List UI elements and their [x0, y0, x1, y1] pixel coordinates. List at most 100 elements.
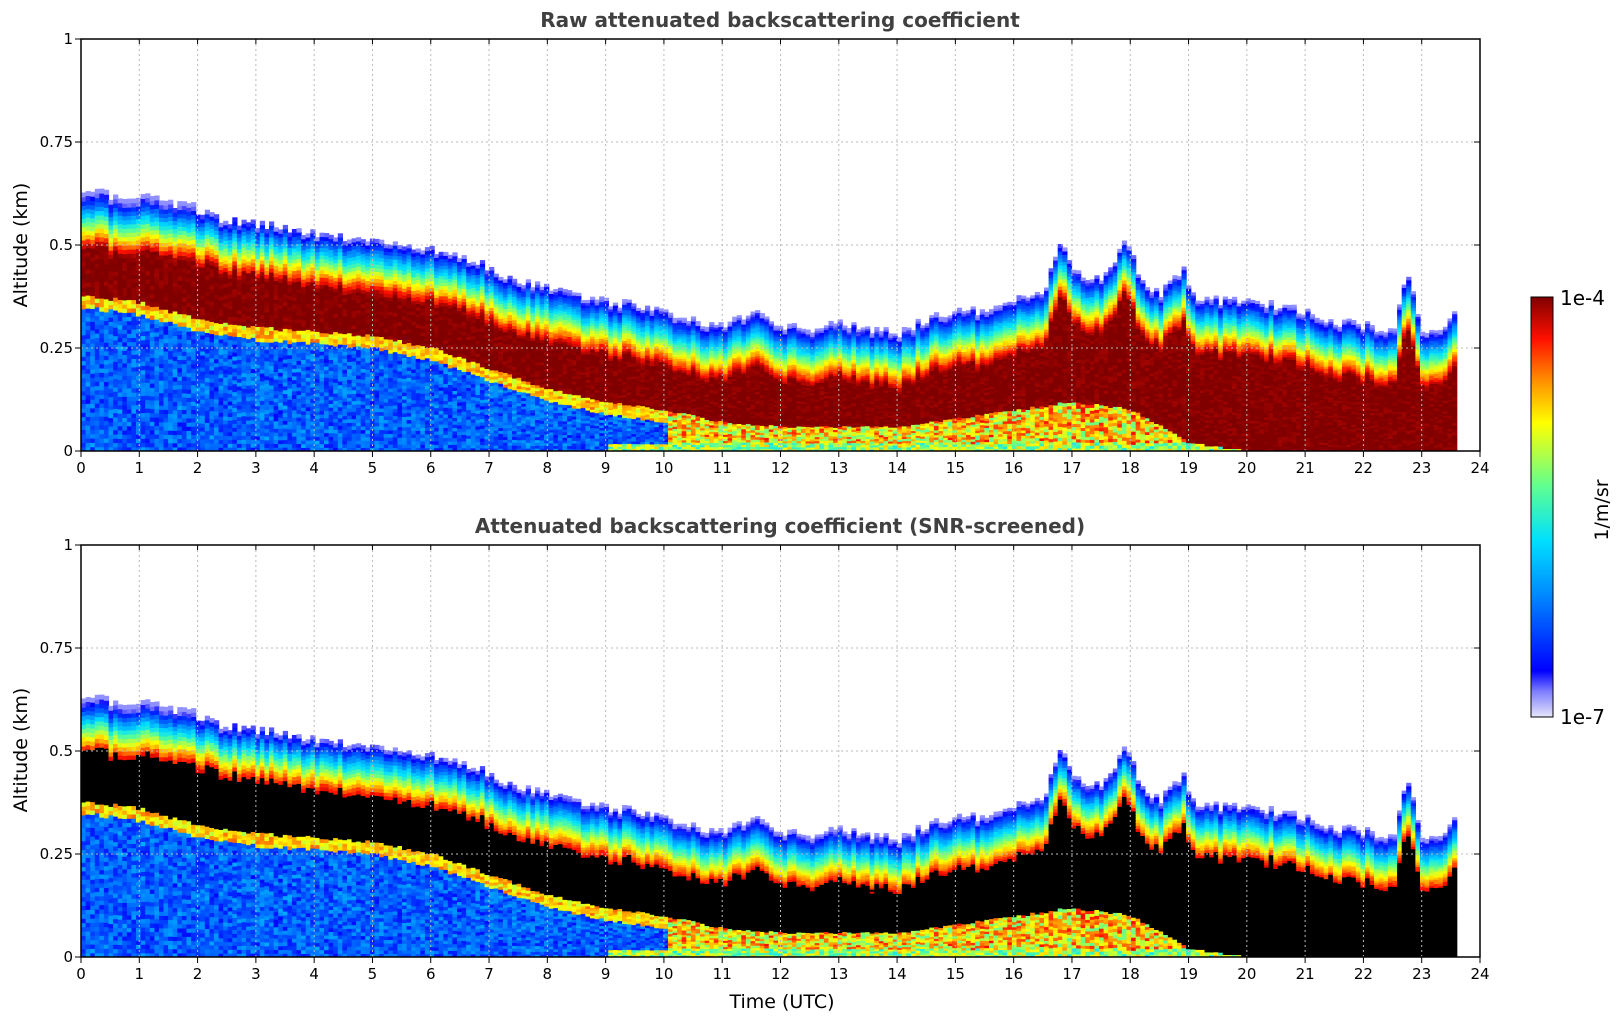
heatmap-cell	[461, 321, 467, 326]
heatmap-cell	[159, 321, 165, 327]
heatmap-cell	[246, 361, 252, 367]
heatmap-cell	[319, 306, 325, 311]
heatmap-cell	[172, 323, 178, 328]
heatmap-cell	[236, 328, 243, 334]
heatmap-cell	[342, 354, 348, 360]
heatmap-cell	[374, 307, 380, 312]
heatmap-cell	[305, 288, 311, 293]
heatmap-cell	[305, 296, 311, 301]
heatmap-cell	[227, 378, 233, 383]
heatmap-cell	[214, 338, 220, 344]
heatmap-cell	[310, 274, 316, 279]
heatmap-cell	[163, 271, 169, 277]
heatmap-cell	[236, 233, 243, 238]
heatmap-cell	[99, 402, 105, 408]
heatmap-cell	[273, 401, 279, 407]
heatmap-cell	[108, 350, 114, 356]
heatmap-cell	[424, 285, 431, 290]
heatmap-cell	[259, 252, 265, 257]
heatmap-cell	[314, 324, 321, 329]
heatmap-cell	[250, 333, 256, 338]
heatmap-cell	[356, 324, 362, 329]
heatmap-cell	[255, 292, 261, 297]
heatmap-cell	[246, 400, 252, 406]
heatmap-cell	[113, 429, 119, 435]
heatmap-cell	[99, 376, 105, 382]
heatmap-cell	[333, 251, 339, 257]
heatmap-cell	[452, 393, 458, 398]
heatmap-cell	[81, 274, 87, 280]
heatmap-cell	[287, 432, 293, 437]
heatmap-cell	[269, 326, 275, 331]
heatmap-cell	[347, 400, 353, 405]
heatmap-cell	[461, 354, 467, 359]
heatmap-cell	[305, 262, 311, 268]
heatmap-cell	[411, 410, 417, 414]
heatmap-cell	[443, 332, 449, 337]
heatmap-cell	[140, 301, 146, 307]
heatmap-cell	[122, 446, 128, 451]
heatmap-cell	[314, 382, 321, 387]
heatmap-cell	[259, 220, 265, 226]
heatmap-cell	[424, 430, 431, 435]
heatmap-cell	[241, 423, 247, 429]
heatmap-cell	[236, 389, 243, 395]
heatmap-cell	[232, 308, 238, 313]
heatmap-cell	[232, 280, 238, 286]
heatmap-cell	[204, 389, 210, 395]
heatmap-cell	[278, 267, 284, 272]
heatmap-cell	[424, 340, 431, 345]
heatmap-cell	[420, 400, 426, 404]
heatmap-cell	[411, 280, 417, 285]
heatmap-cell	[195, 214, 201, 220]
heatmap-cell	[342, 387, 348, 392]
heatmap-cell	[204, 279, 210, 284]
heatmap-cell	[136, 278, 142, 283]
heatmap-cell	[154, 323, 160, 329]
heatmap-cell	[420, 332, 426, 336]
heatmap-cell	[452, 265, 458, 270]
heatmap-cell	[452, 275, 458, 280]
heatmap-cell	[154, 221, 160, 226]
heatmap-cell	[301, 414, 307, 419]
heatmap-cell	[168, 434, 174, 439]
heatmap-cell	[149, 353, 155, 359]
heatmap-cell	[278, 387, 284, 392]
heatmap-cell	[420, 287, 426, 292]
heatmap-cell	[420, 413, 426, 418]
heatmap-cell	[328, 414, 334, 419]
heatmap-cell	[415, 248, 421, 253]
heatmap-cell	[360, 425, 366, 431]
heatmap-cell	[126, 249, 133, 254]
heatmap-cell	[328, 399, 334, 404]
heatmap-cell	[195, 310, 201, 316]
heatmap-cell	[424, 264, 431, 269]
heatmap-cell	[103, 342, 110, 348]
heatmap-cell	[103, 403, 110, 409]
heatmap-cell	[296, 247, 302, 252]
heatmap-cell	[365, 390, 371, 395]
heatmap-cell	[154, 434, 160, 439]
heatmap-cell	[154, 263, 160, 269]
heatmap-cell	[278, 252, 284, 257]
heatmap-cell	[415, 433, 421, 438]
heatmap-cell	[314, 447, 321, 451]
heatmap-cell	[259, 330, 265, 335]
heatmap-cell	[159, 221, 165, 227]
heatmap-cell	[136, 269, 142, 275]
heatmap-cell	[379, 268, 385, 273]
heatmap-cell	[85, 433, 91, 439]
heatmap-cell	[113, 391, 119, 397]
heatmap-cell	[209, 357, 215, 363]
heatmap-cell	[246, 319, 252, 324]
heatmap-cell	[145, 283, 151, 289]
heatmap-cell	[259, 415, 265, 421]
heatmap-cell	[145, 240, 151, 246]
heatmap-cell	[282, 320, 288, 326]
heatmap-cell	[356, 367, 362, 372]
heatmap-cell	[420, 308, 426, 313]
heatmap-cell	[94, 245, 100, 251]
heatmap-cell	[278, 379, 284, 384]
heatmap-cell	[447, 264, 453, 269]
heatmap-cell	[314, 240, 321, 245]
